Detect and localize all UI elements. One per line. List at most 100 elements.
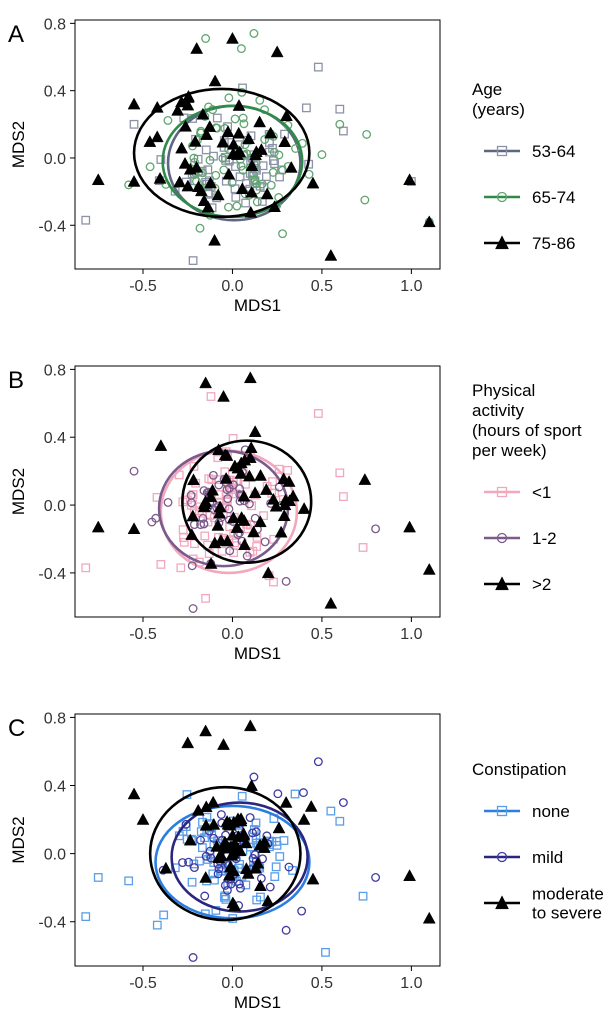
legend-item: 53-64 [484,142,575,161]
data-point [231,842,245,854]
data-point [91,173,105,186]
data-point [196,835,205,845]
x-tick-label: 1.0 [400,626,422,643]
legend-title: Constipation [472,760,567,779]
data-point [279,493,293,506]
data-point [211,518,225,531]
data-point [230,114,240,124]
y-tick-label: 0.8 [44,362,66,379]
data-point [277,509,291,521]
data-point [253,838,267,851]
data-point [260,135,270,144]
data-point [223,868,236,881]
data-point [173,175,187,188]
data-point [360,195,370,205]
data-point [265,882,275,892]
data-point [175,95,188,108]
data-point [201,145,211,155]
data-point [281,925,291,935]
data-point [81,563,91,573]
data-point [217,546,227,556]
legend-key-marker [495,235,509,250]
data-point [152,920,162,930]
plot-area [81,29,436,265]
data-point [187,473,200,486]
data-point [219,471,233,484]
data-point [280,109,293,121]
data-point [270,159,279,169]
data-point [190,42,204,54]
data-point [279,795,293,808]
data-point [176,563,186,573]
plot-frame [74,19,441,270]
data-point [93,873,103,882]
data-point [260,187,274,200]
data-point [129,119,139,129]
data-point [252,197,262,207]
data-point [338,492,348,501]
legend-label: <1 [532,483,551,502]
x-tick-label: 0.5 [311,626,333,643]
data-point [213,500,227,513]
legend-title: Physical [472,381,535,400]
data-point [187,561,197,571]
data-point [213,506,226,519]
data-point [236,161,246,171]
legend-label: 53-64 [532,142,575,161]
data-point [274,525,288,538]
legend-title: (years) [472,100,525,119]
data-point [188,953,198,962]
data-point [243,451,257,463]
data-point [306,176,320,189]
data-point [270,45,284,58]
panel-a: A -0.5 0.0 0.5 1.0 -0.4 0.0 0.4 0.8 MDS1 MDS2 Age(y… [8,16,575,315]
confidence-ellipse [132,87,311,219]
data-point [249,29,259,38]
data-point [244,441,258,453]
legend-label: 65-74 [532,188,575,207]
data-point [201,34,211,43]
legend-item: <1 [484,483,551,502]
legend-label: to severe [532,904,602,923]
data-point [209,833,219,843]
data-point [250,175,260,185]
data-point [284,862,294,872]
y-tick-label: 0.8 [44,16,66,33]
data-point [335,104,345,114]
data-point [403,520,417,533]
data-point [212,851,226,864]
data-point [235,182,249,195]
data-point [212,113,222,123]
data-point [234,879,244,889]
y-tick-label: 0.8 [44,710,66,727]
data-point [255,95,265,105]
data-point [251,818,261,828]
legend-item: mild [484,848,563,867]
legend-label: none [532,802,570,821]
data-point [231,192,241,202]
data-point [156,155,166,164]
data-point [251,827,261,837]
data-point [313,757,323,767]
data-point [253,115,267,128]
y-tick-label: -0.4 [38,218,66,235]
data-point [335,816,345,826]
confidence-ellipse [148,785,302,922]
data-point [282,475,296,487]
data-point [201,200,215,213]
data-point [154,439,168,451]
legend-label: >2 [532,575,551,594]
data-point [247,525,261,538]
data-point [223,494,233,504]
data-point [224,504,234,514]
data-point [191,803,205,816]
data-point [242,551,252,561]
data-point [181,98,195,111]
data-point [235,484,245,494]
x-axis-label: MDS1 [234,296,281,315]
legend-key-marker [495,895,509,910]
data-point [306,872,320,885]
data-point [261,566,275,579]
data-point [230,148,244,160]
